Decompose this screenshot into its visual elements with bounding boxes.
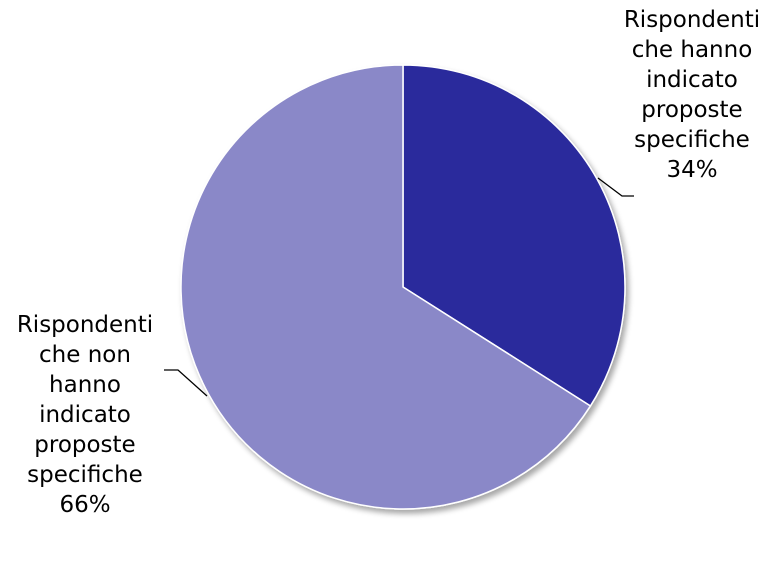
slice-label-line: specifiche bbox=[634, 127, 750, 153]
slice-label-line: specifiche bbox=[27, 462, 143, 488]
leader-line-1 bbox=[164, 369, 208, 397]
slice-label-line: indicato bbox=[646, 67, 738, 93]
leader-line-0 bbox=[597, 177, 634, 197]
slice-label-line: che hanno bbox=[631, 37, 753, 63]
slice-label-line: che non bbox=[39, 342, 131, 368]
slice-label-line: Rispondenti bbox=[16, 312, 154, 338]
leader-lines bbox=[164, 177, 634, 397]
pie-slices bbox=[180, 64, 626, 510]
slice-label-line: indicato bbox=[39, 402, 131, 428]
slice-percent-label: 66% bbox=[59, 492, 111, 518]
slice-label-proposte-specifiche: Rispondenti che hanno indicato proposte … bbox=[612, 5, 772, 185]
slice-label-line: hanno bbox=[49, 372, 121, 398]
slice-label-nessuna-proposta: Rispondenti che non hanno indicato propo… bbox=[5, 310, 165, 520]
pie-slice-1 bbox=[180, 64, 592, 510]
slice-label-line: proposte bbox=[34, 432, 136, 458]
pie-slice-0 bbox=[402, 64, 626, 407]
slice-percent-label: 34% bbox=[666, 157, 718, 183]
slice-label-line: Rispondenti bbox=[623, 7, 761, 33]
slice-label-line: proposte bbox=[641, 97, 743, 123]
